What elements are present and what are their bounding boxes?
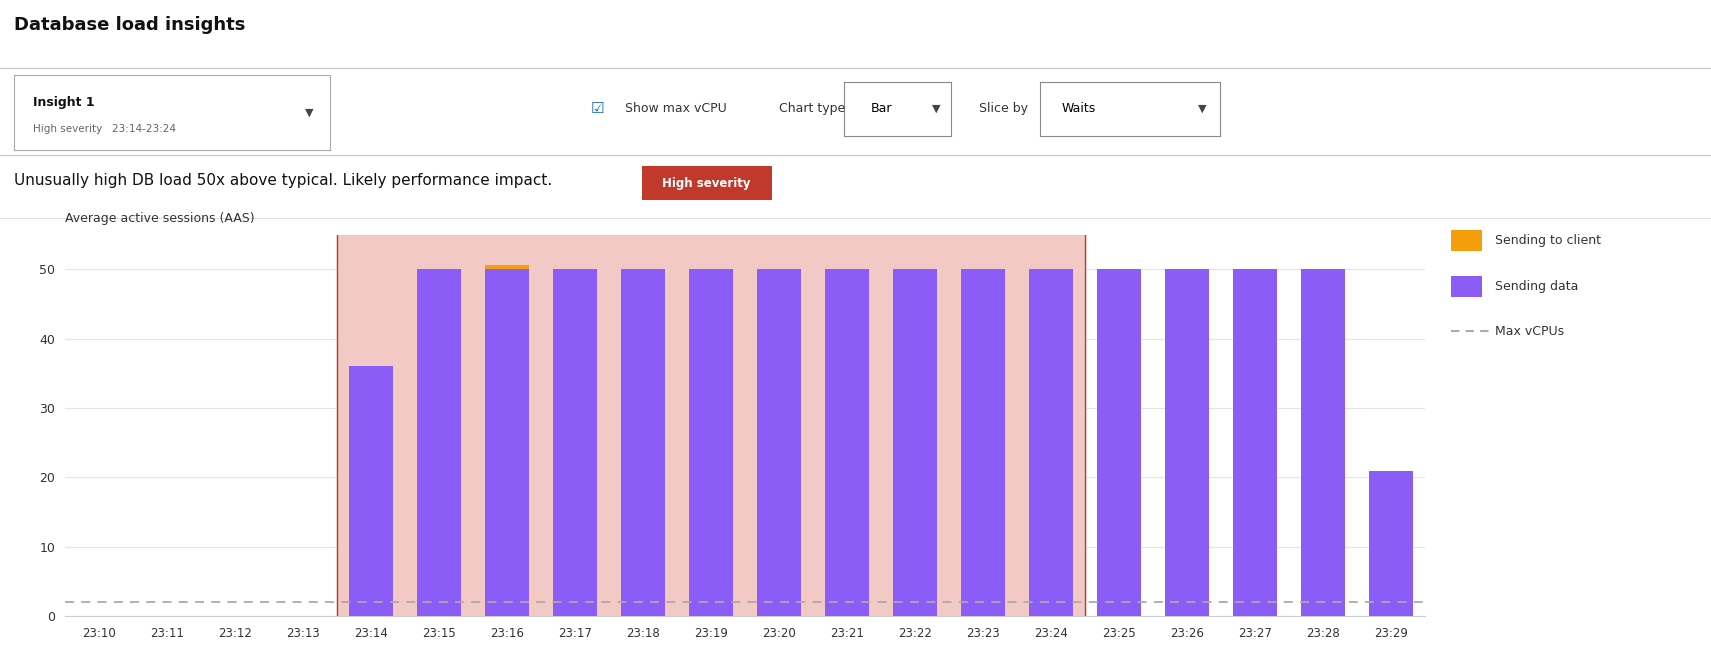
Bar — [756, 269, 801, 616]
Text: Bar: Bar — [871, 102, 891, 115]
Text: Waits: Waits — [1063, 102, 1097, 115]
Bar — [621, 269, 666, 616]
Bar — [825, 269, 869, 616]
Text: Average active sessions (AAS): Average active sessions (AAS) — [65, 212, 255, 225]
Text: Max vCPUs: Max vCPUs — [1495, 325, 1564, 338]
Text: Database load insights: Database load insights — [14, 16, 245, 35]
Text: High severity: High severity — [662, 177, 751, 190]
Text: Sending data: Sending data — [1495, 280, 1579, 293]
Text: ▼: ▼ — [932, 104, 941, 114]
Bar — [1300, 269, 1345, 616]
Text: Slice by: Slice by — [979, 102, 1028, 115]
Bar — [1165, 269, 1210, 616]
Bar — [962, 269, 1006, 616]
Text: Show max vCPU: Show max vCPU — [625, 102, 725, 115]
Bar — [1234, 269, 1278, 616]
Bar — [690, 269, 734, 616]
Bar — [1097, 269, 1141, 616]
Text: Chart type: Chart type — [779, 102, 845, 115]
Text: ☑: ☑ — [590, 101, 604, 117]
Bar — [1369, 471, 1413, 616]
Bar — [349, 366, 394, 616]
Bar — [417, 269, 462, 616]
Bar — [893, 269, 938, 616]
Text: ▼: ▼ — [305, 108, 313, 117]
Text: High severity   23:14-23:24: High severity 23:14-23:24 — [33, 124, 176, 134]
Bar — [484, 269, 529, 616]
Text: ▼: ▼ — [1198, 104, 1206, 114]
Text: Insight 1: Insight 1 — [33, 96, 94, 109]
Bar — [484, 265, 529, 269]
Bar — [553, 269, 597, 616]
Text: Sending to client: Sending to client — [1495, 234, 1601, 247]
Text: Unusually high DB load 50x above typical. Likely performance impact.: Unusually high DB load 50x above typical… — [14, 173, 553, 188]
Bar — [1028, 269, 1073, 616]
Bar — [337, 235, 1085, 616]
